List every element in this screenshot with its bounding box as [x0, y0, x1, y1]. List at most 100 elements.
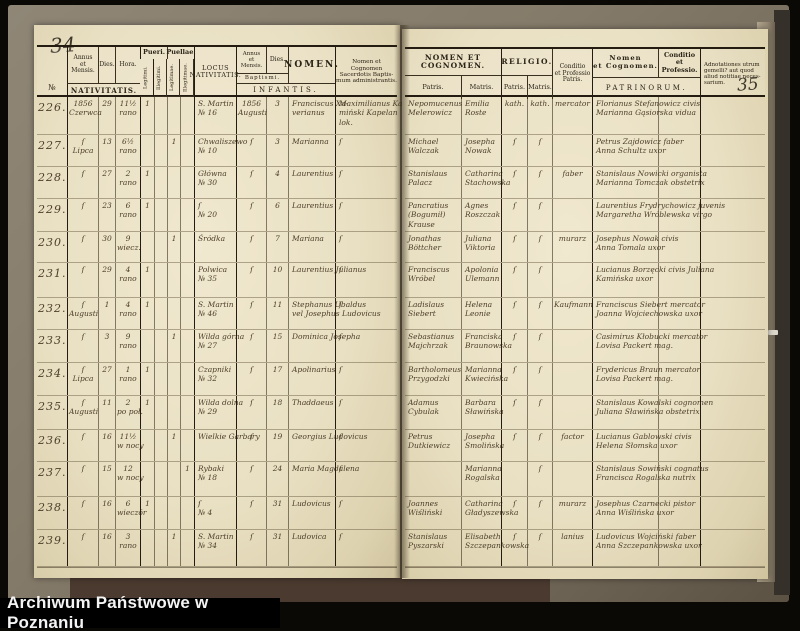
cell-num: 228.: [38, 171, 67, 184]
cell-loc: Rybaki № 18: [194, 462, 236, 496]
cell-loc: S. Martin № 16: [194, 97, 236, 134]
cell-num: 226.: [38, 101, 67, 114]
cell-mot: Juliana Viktoria: [461, 232, 501, 262]
cell-cp: faber: [552, 167, 592, 198]
cell-adn: [700, 396, 765, 429]
cell-fat: Jonathas Böttcher: [408, 234, 442, 253]
cell-pi: [154, 232, 167, 262]
table-row: 232. ſ Augusti 1 4 rano 1 S. Martin № 46 ſ 11 St…: [37, 298, 397, 330]
cell-qi: [180, 430, 194, 461]
col-header-no: №: [48, 83, 56, 93]
cell-bd: 3: [266, 135, 288, 166]
cell-pl: 1: [140, 497, 154, 529]
cell-rm: ſ: [527, 298, 552, 329]
cell-pi: [154, 396, 167, 429]
cell-fat: Pancratius (Bogumił) Krause: [408, 201, 449, 229]
cell-pc: [658, 232, 700, 262]
cell-pc: [658, 263, 700, 297]
cell-pat: Lucianus Gablowski civis Helena Słomska …: [592, 430, 692, 461]
cell-cp: Kaufmann: [552, 298, 593, 329]
cell-pl: [140, 135, 154, 166]
cell-mot: Elisabeth Szczepankowska: [461, 530, 529, 566]
cell-qi: [180, 167, 194, 198]
table-row: 229. ſ 23 6 rano 1 ſ № 20 ſ 6 Laurentius ſ: [37, 199, 397, 232]
cell-ql: [167, 497, 180, 529]
cell-rm: kath.: [527, 97, 552, 134]
cell-nd: 30: [98, 232, 115, 262]
col-header-adnotationes: Adnotationes utrum gemelli? aut quod ali…: [700, 49, 765, 99]
cell-nd: 15: [98, 462, 115, 496]
col-header-baptismi: Baptismi.: [236, 73, 288, 83]
cell-pi: [154, 199, 167, 231]
cell-sac: ſ: [335, 462, 397, 496]
cell-fat: Michael Walczak: [408, 137, 440, 156]
cell-sac: ſ: [335, 135, 397, 166]
cell-fat: Ladislaus Siebert: [408, 300, 445, 319]
col-header-sacerdos: Nomen et Cognomen Sacerdotis Baptis- mum…: [335, 47, 397, 97]
cell-adn: [700, 330, 765, 362]
cell-nom: Laurentius: [288, 167, 335, 198]
cell-mot: Barbara Sławińska: [461, 396, 504, 429]
cell-sac: ſ: [335, 497, 397, 529]
cell-rm: ſ: [527, 462, 552, 496]
cell-ql: [167, 363, 180, 395]
cell-nd: 16: [98, 530, 115, 566]
table-row: Pancratius (Bogumił) Krause Agnes Roszcza…: [405, 199, 765, 232]
cell-pl: 1: [140, 97, 154, 134]
cell-pl: 1: [140, 263, 154, 297]
cell-loc: Główna № 30: [194, 167, 236, 198]
cell-pat: Laurentius Frydrychowicz juvenis Margare…: [592, 199, 725, 231]
cell-fat: Petrus Dutkiewicz: [408, 432, 451, 451]
cell-fat: Adamus Cybulak: [408, 398, 440, 417]
table-row: 228. ſ 27 2 rano 1 Główna № 30 ſ 4 Laurentius ſ: [37, 167, 397, 199]
table-row: Bartholomeus Przygodzki Marianna Kwiecińs…: [405, 363, 765, 396]
col-header-dies-bapt: Dies.: [266, 47, 288, 73]
cell-adn: [700, 167, 765, 198]
cell-nd: 3: [98, 330, 115, 362]
cell-cp: [552, 199, 592, 231]
table-row: Jonathas Böttcher Juliana Viktoria ſ ſ murar…: [405, 232, 765, 263]
cell-nom: Marianna: [288, 135, 335, 166]
cell-qi: [180, 298, 194, 329]
cell-bd: 7: [266, 232, 288, 262]
cell-cp: [552, 396, 592, 429]
cell-mot: Agnes Roszczak: [461, 199, 501, 231]
cell-qi: [180, 330, 194, 362]
cell-rp: ſ: [501, 135, 527, 166]
cell-rp: ſ: [501, 199, 527, 231]
col-header-conditio-patris: Conditio et Professio Patris.: [552, 49, 592, 99]
cell-adn: [700, 462, 765, 496]
table-row: Petrus Dutkiewicz Josepha Smolińska ſ ſ fact…: [405, 430, 765, 462]
cell-nom: Laurentius Julianus: [288, 263, 366, 297]
cell-rp: ſ: [501, 330, 527, 362]
cell-num: 235.: [38, 400, 67, 413]
cell-pat: Josephus Nowak civis Anna Tomala uxor: [592, 232, 679, 262]
cell-loc: S. Martin № 34: [194, 530, 236, 566]
cell-ql: 1: [167, 530, 180, 566]
right-table-header: NOMEN ET COGNOMEN. Patris. Matris. RELIG…: [405, 47, 765, 99]
cell-by: ſ: [236, 232, 266, 262]
cell-cp: [552, 363, 592, 395]
cell-pl: 1: [140, 199, 154, 231]
cell-pat: Florianus Stefanowicz civis Marianna Gąs…: [592, 97, 700, 134]
cell-ql: [167, 263, 180, 297]
col-header-annus-mensis-bapt: Annus et Mensis.: [236, 47, 266, 73]
cell-pat: Casimirus Kłobucki mercator Lovisa Packe…: [592, 330, 707, 362]
cell-pl: [140, 430, 154, 461]
cell-ny: ſ: [67, 530, 98, 566]
cell-adn: [700, 135, 765, 166]
cell-cp: murarz: [552, 232, 592, 262]
cell-adn: [700, 530, 765, 566]
cell-bd: 31: [266, 530, 288, 566]
cell-rp: ſ: [501, 263, 527, 297]
cell-pc: [658, 530, 700, 566]
cell-nh: 3 rano: [115, 530, 140, 566]
col-header-legitimae: Legitimae.: [167, 59, 180, 97]
col-header-religio: RELIGIO.: [501, 49, 552, 75]
cell-qi: 1: [180, 462, 194, 496]
cell-num: 231.: [38, 267, 67, 280]
cell-ql: [167, 462, 180, 496]
cell-sac: ſ: [335, 430, 397, 461]
col-header-conditio-patrinorum: Conditio et Professio.: [658, 49, 700, 77]
cell-mot: Apolonia Ulemann: [461, 263, 501, 297]
